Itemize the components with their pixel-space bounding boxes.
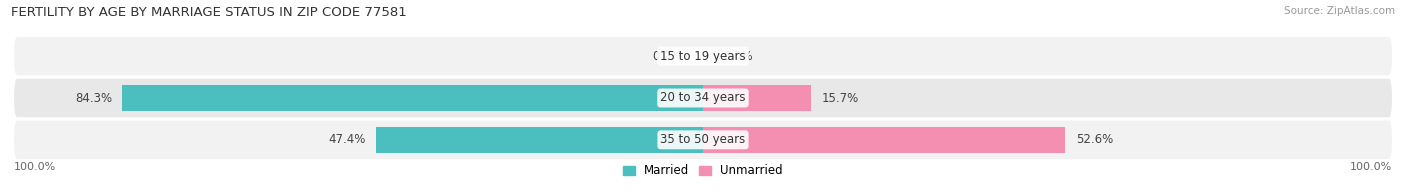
Text: 100.0%: 100.0% — [14, 162, 56, 172]
Bar — [703, 127, 1066, 153]
Text: 0.0%: 0.0% — [724, 50, 754, 63]
Text: Source: ZipAtlas.com: Source: ZipAtlas.com — [1284, 6, 1395, 16]
Text: 52.6%: 52.6% — [1076, 133, 1114, 146]
FancyBboxPatch shape — [14, 79, 1392, 117]
Bar — [377, 127, 703, 153]
Text: 47.4%: 47.4% — [329, 133, 366, 146]
Text: 15 to 19 years: 15 to 19 years — [661, 50, 745, 63]
Text: 100.0%: 100.0% — [1350, 162, 1392, 172]
Text: FERTILITY BY AGE BY MARRIAGE STATUS IN ZIP CODE 77581: FERTILITY BY AGE BY MARRIAGE STATUS IN Z… — [11, 6, 406, 19]
Text: 15.7%: 15.7% — [821, 92, 859, 104]
Text: 35 to 50 years: 35 to 50 years — [661, 133, 745, 146]
Bar — [703, 85, 811, 111]
FancyBboxPatch shape — [14, 121, 1392, 159]
Text: 20 to 34 years: 20 to 34 years — [661, 92, 745, 104]
Text: 0.0%: 0.0% — [652, 50, 682, 63]
FancyBboxPatch shape — [14, 37, 1392, 75]
Bar — [122, 85, 703, 111]
Legend: Married, Unmarried: Married, Unmarried — [623, 164, 783, 177]
Text: 84.3%: 84.3% — [75, 92, 112, 104]
